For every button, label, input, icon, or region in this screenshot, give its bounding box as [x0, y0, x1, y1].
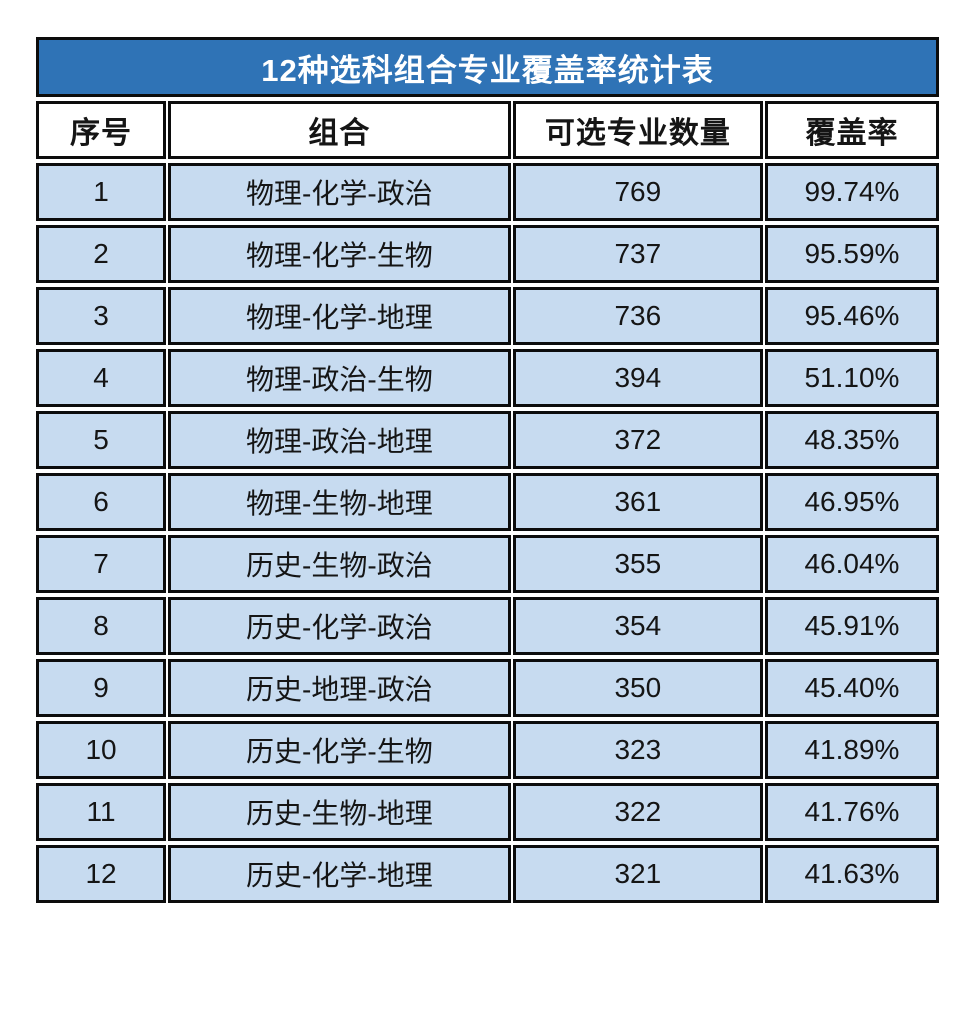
combination-cell: 物理-化学-政治 — [168, 163, 511, 221]
column-header-major-count: 可选专业数量 — [512, 101, 763, 159]
combination-cell: 物理-政治-生物 — [168, 349, 511, 407]
combination-cell: 历史-生物-地理 — [168, 783, 511, 841]
table-row: 11 历史-生物-地理 322 41.76% — [36, 783, 939, 841]
major-count-cell: 737 — [512, 225, 763, 283]
major-count-cell: 321 — [512, 845, 763, 903]
coverage-rate-cell: 46.04% — [764, 535, 939, 593]
major-count-cell: 323 — [512, 721, 763, 779]
coverage-rate-cell: 46.95% — [764, 473, 939, 531]
coverage-rate-cell: 51.10% — [764, 349, 939, 407]
column-header-coverage-rate: 覆盖率 — [764, 101, 939, 159]
combination-cell: 物理-化学-地理 — [168, 287, 511, 345]
table-row: 9 历史-地理-政治 350 45.40% — [36, 659, 939, 717]
row-index-cell: 11 — [36, 783, 167, 841]
combination-cell: 历史-生物-政治 — [168, 535, 511, 593]
major-count-cell: 394 — [512, 349, 763, 407]
row-index-cell: 3 — [36, 287, 167, 345]
major-count-cell: 354 — [512, 597, 763, 655]
major-count-cell: 769 — [512, 163, 763, 221]
combination-cell: 历史-化学-生物 — [168, 721, 511, 779]
coverage-rate-cell: 41.63% — [764, 845, 939, 903]
row-index-cell: 1 — [36, 163, 167, 221]
column-header-combination: 组合 — [168, 101, 511, 159]
table-row: 5 物理-政治-地理 372 48.35% — [36, 411, 939, 469]
table-row: 10 历史-化学-生物 323 41.89% — [36, 721, 939, 779]
coverage-rate-cell: 45.40% — [764, 659, 939, 717]
row-index-cell: 6 — [36, 473, 167, 531]
coverage-rate-cell: 95.46% — [764, 287, 939, 345]
title-row: 12种选科组合专业覆盖率统计表 — [36, 37, 939, 97]
table-row: 2 物理-化学-生物 737 95.59% — [36, 225, 939, 283]
table-row: 12 历史-化学-地理 321 41.63% — [36, 845, 939, 903]
coverage-rate-cell: 41.76% — [764, 783, 939, 841]
row-index-cell: 8 — [36, 597, 167, 655]
major-count-cell: 322 — [512, 783, 763, 841]
coverage-rate-cell: 41.89% — [764, 721, 939, 779]
column-header-index: 序号 — [36, 101, 167, 159]
row-index-cell: 2 — [36, 225, 167, 283]
table-row: 3 物理-化学-地理 736 95.46% — [36, 287, 939, 345]
table-row: 6 物理-生物-地理 361 46.95% — [36, 473, 939, 531]
table-row: 4 物理-政治-生物 394 51.10% — [36, 349, 939, 407]
combination-cell: 历史-地理-政治 — [168, 659, 511, 717]
coverage-rate-cell: 95.59% — [764, 225, 939, 283]
coverage-rate-cell: 48.35% — [764, 411, 939, 469]
coverage-rate-cell: 45.91% — [764, 597, 939, 655]
major-count-cell: 372 — [512, 411, 763, 469]
table-row: 1 物理-化学-政治 769 99.74% — [36, 163, 939, 221]
coverage-rate-cell: 99.74% — [764, 163, 939, 221]
row-index-cell: 12 — [36, 845, 167, 903]
major-count-cell: 350 — [512, 659, 763, 717]
combination-cell: 历史-化学-地理 — [168, 845, 511, 903]
table-body: 1 物理-化学-政治 769 99.74% 2 物理-化学-生物 737 95.59% 3 物理-… — [36, 163, 939, 903]
major-count-cell: 361 — [512, 473, 763, 531]
major-count-cell: 736 — [512, 287, 763, 345]
major-count-cell: 355 — [512, 535, 763, 593]
combination-cell: 历史-化学-政治 — [168, 597, 511, 655]
table-title: 12种选科组合专业覆盖率统计表 — [36, 37, 939, 97]
row-index-cell: 5 — [36, 411, 167, 469]
table-row: 7 历史-生物-政治 355 46.04% — [36, 535, 939, 593]
table-row: 8 历史-化学-政治 354 45.91% — [36, 597, 939, 655]
row-index-cell: 4 — [36, 349, 167, 407]
row-index-cell: 9 — [36, 659, 167, 717]
row-index-cell: 10 — [36, 721, 167, 779]
coverage-stats-table: 12种选科组合专业覆盖率统计表 序号 组合 可选专业数量 覆盖率 1 物理-化学-… — [34, 33, 941, 907]
combination-cell: 物理-化学-生物 — [168, 225, 511, 283]
header-row: 序号 组合 可选专业数量 覆盖率 — [36, 101, 939, 159]
row-index-cell: 7 — [36, 535, 167, 593]
combination-cell: 物理-生物-地理 — [168, 473, 511, 531]
combination-cell: 物理-政治-地理 — [168, 411, 511, 469]
